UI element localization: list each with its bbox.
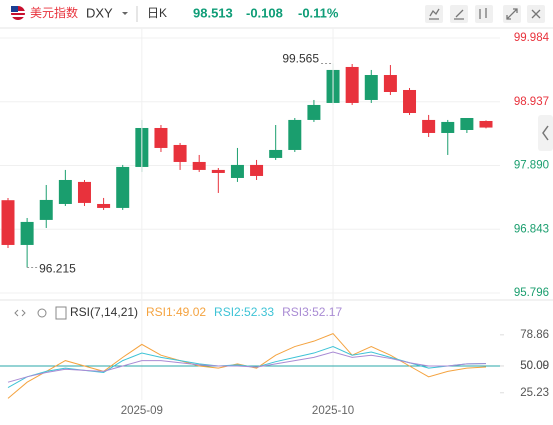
candle-body xyxy=(383,75,397,92)
collapse-icon[interactable] xyxy=(14,309,26,317)
indicator-icon[interactable] xyxy=(55,306,67,320)
candle-body xyxy=(269,149,283,158)
y-tick-label: 99.984 xyxy=(514,32,550,44)
instrument-name: 美元指数 xyxy=(30,5,78,20)
change: -0.108 xyxy=(246,5,283,20)
y-tick-label: 78.86 xyxy=(520,329,549,341)
dropdown-arrow[interactable] xyxy=(122,12,128,15)
y-tick-label: 95.796 xyxy=(514,287,549,299)
candle-body xyxy=(116,166,130,208)
candle-body xyxy=(20,221,34,245)
y-tick-label: 96.843 xyxy=(514,223,549,235)
candle-body xyxy=(422,119,436,133)
tool-button[interactable] xyxy=(503,5,521,23)
symbol[interactable]: DXY xyxy=(86,5,113,20)
candle-body xyxy=(250,164,264,176)
candle-body xyxy=(230,164,244,178)
candle-body xyxy=(479,120,493,128)
x-tick-label: 2025-10 xyxy=(312,405,354,417)
x-tick-label: 2025-09 xyxy=(121,405,163,417)
candle-body xyxy=(192,161,206,170)
min-annotation: 96.215 xyxy=(39,262,76,276)
candle-body xyxy=(460,117,474,130)
candle-body xyxy=(288,119,302,150)
y-tick-label: 25.23 xyxy=(520,387,549,399)
candle-body xyxy=(97,203,111,208)
tool-button[interactable] xyxy=(450,5,468,23)
side-toggle[interactable] xyxy=(538,115,553,151)
candle-body xyxy=(364,75,378,100)
candle-body xyxy=(39,199,53,220)
tool-button[interactable] xyxy=(475,5,493,23)
flag-icon xyxy=(11,6,25,20)
candle-body xyxy=(154,127,168,148)
y-tick-label: 50.09 xyxy=(520,360,549,372)
candle-body xyxy=(307,104,321,120)
y-tick-label: 97.890 xyxy=(514,160,549,172)
price: 98.513 xyxy=(193,5,233,20)
legend-entry: RSI3:52.17 xyxy=(282,305,342,319)
legend-entry: RSI1:49.02 xyxy=(146,305,206,319)
legend-entry: RSI2:52.33 xyxy=(214,305,274,319)
candle-body xyxy=(403,89,417,114)
candle-body xyxy=(58,179,72,204)
candle-body xyxy=(345,66,359,103)
rsi-line xyxy=(7,351,487,383)
candle-body xyxy=(173,144,187,162)
candle-body xyxy=(211,169,225,173)
indicator-title: RSI(7,14,21) xyxy=(70,305,138,319)
tool-button[interactable] xyxy=(425,5,443,23)
max-annotation: 99.565 xyxy=(282,52,319,66)
change-pct: -0.11% xyxy=(298,5,339,20)
y-tick-label: 50.00 xyxy=(520,360,549,372)
candle-body xyxy=(77,181,91,203)
candle-body xyxy=(1,200,15,245)
y-tick-label: 98.937 xyxy=(514,96,549,108)
period[interactable]: 日K xyxy=(147,6,167,20)
settings-icon[interactable] xyxy=(37,308,47,318)
tool-button[interactable] xyxy=(527,5,545,23)
candle-body xyxy=(441,121,455,133)
